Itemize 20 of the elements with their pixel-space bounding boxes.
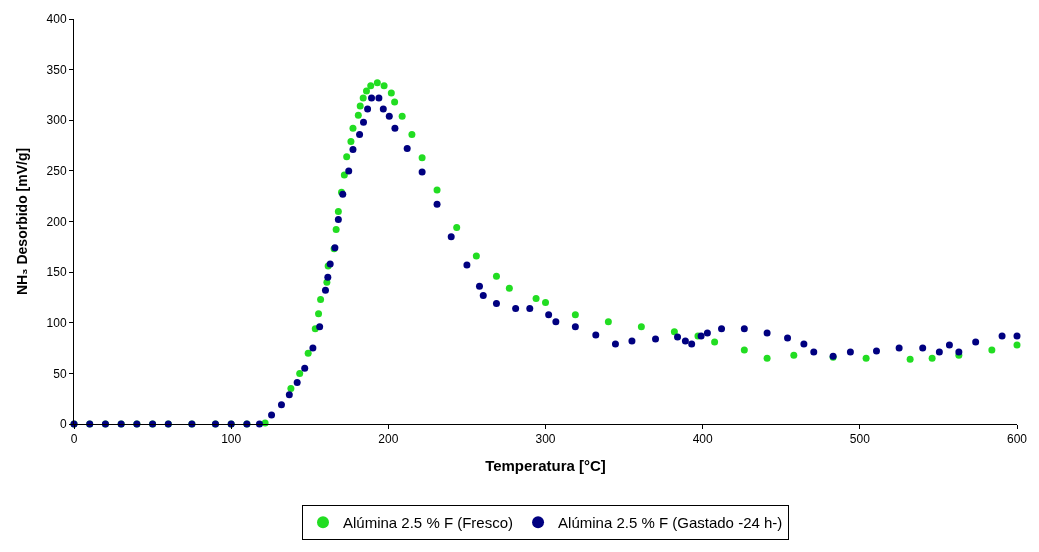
- x-tick-label: 500: [849, 432, 871, 447]
- y-tick-label: 0: [59, 417, 67, 432]
- x-tick-label: 400: [692, 432, 713, 447]
- y-tick-label: 50: [53, 366, 67, 381]
- y-tick-label: 300: [46, 113, 67, 128]
- y-tick-label: 200: [46, 214, 67, 229]
- y-tick-label: 400: [46, 12, 67, 27]
- legend-label: Alúmina 2.5 % F (Gastado -24 h-): [558, 514, 783, 532]
- x-tick-label: 600: [1006, 432, 1028, 447]
- x-axis-title: Temperatura [°C]: [485, 457, 606, 475]
- y-tick-label: 100: [46, 315, 67, 330]
- y-axis-title: NH₃ Desorbido [mV/g]: [14, 147, 31, 296]
- x-tick-label: 200: [378, 432, 399, 447]
- x-tick-label: 0: [70, 432, 78, 447]
- legend-label: Alúmina 2.5 % F (Fresco): [343, 514, 514, 532]
- y-tick-label: 350: [46, 62, 67, 77]
- x-tick-label: 100: [221, 432, 242, 447]
- y-tick-label: 250: [46, 164, 67, 179]
- x-tick-label: 300: [535, 432, 556, 447]
- y-tick-label: 150: [46, 265, 67, 280]
